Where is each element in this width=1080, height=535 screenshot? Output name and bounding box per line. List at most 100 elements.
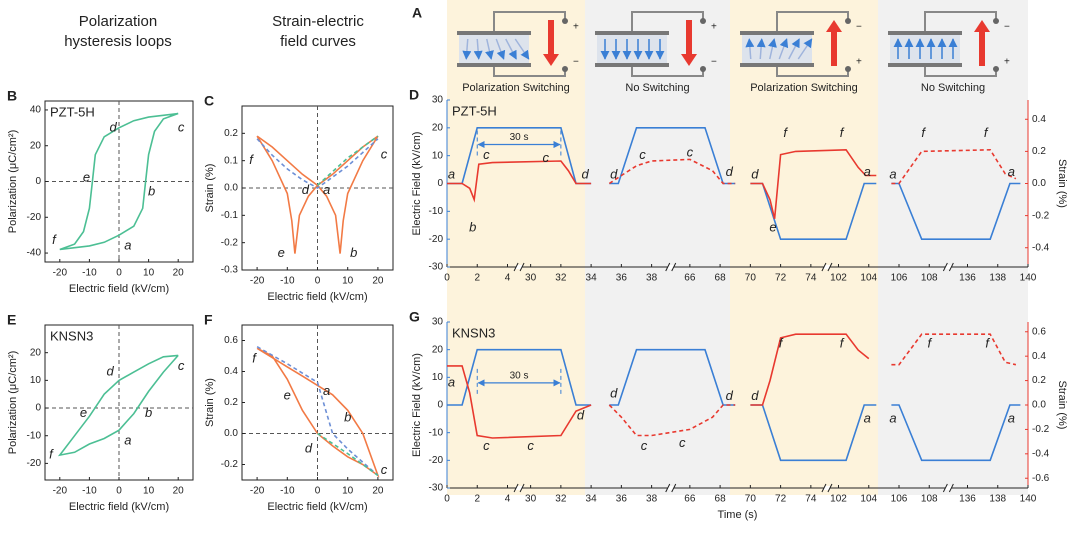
field-arrow-head (974, 20, 990, 32)
axis-break (948, 262, 954, 272)
header: field curves (280, 33, 356, 50)
x-tick-label: 68 (715, 273, 727, 284)
y-tick-label: -20 (27, 458, 42, 469)
annotation: a (448, 167, 455, 182)
annotation: d (107, 363, 115, 378)
axis-break (671, 483, 677, 493)
annotation: b (350, 245, 357, 260)
y-tick-label: 0.0 (224, 183, 238, 194)
y-tick-label: -0.2 (221, 237, 239, 248)
y-tick-label: 20 (30, 140, 42, 151)
axis-break (519, 262, 525, 272)
y2-tick-label: 0.4 (1032, 351, 1046, 362)
annotation: f (984, 125, 989, 140)
series-line (59, 112, 179, 251)
dipole (485, 38, 494, 60)
x-tick-label: 68 (715, 494, 727, 505)
wire (493, 67, 566, 77)
x-tick-label: 30 (525, 273, 537, 284)
x-tick-label: 0 (444, 273, 450, 284)
annotation: c (381, 147, 388, 162)
annotation: a (889, 167, 896, 182)
axis-break (519, 483, 525, 493)
axis-break (827, 483, 833, 493)
y-tick-label: 0.1 (224, 155, 238, 166)
axis-break (821, 262, 827, 272)
annotation: c (178, 358, 185, 373)
x-tick-label: 10 (342, 276, 354, 287)
annotation: d (577, 408, 585, 423)
annotation: d (581, 167, 589, 182)
x-tick-label: 70 (745, 273, 757, 284)
interval-label: 30 s (510, 132, 529, 143)
panel-letter: B (7, 88, 17, 104)
x-tick-label: 2 (474, 494, 480, 505)
y2-tick-label: -0.2 (1032, 424, 1050, 435)
annotation: c (483, 438, 490, 453)
x-axis-label: Time (s) (718, 509, 758, 521)
shade (878, 0, 1028, 495)
annotation: c (687, 144, 694, 159)
axis-break (942, 483, 948, 493)
wire (631, 11, 704, 31)
x-tick-label: 136 (959, 273, 976, 284)
annotation: c (527, 438, 534, 453)
electrode (888, 31, 962, 35)
y-axis-label: Strain (%) (204, 378, 216, 427)
x-tick-label: -20 (250, 486, 265, 497)
annotation: a (1008, 164, 1015, 179)
annotation: a (448, 374, 455, 389)
x-tick-label: 104 (860, 494, 877, 505)
x-tick-label: 10 (143, 486, 155, 497)
y-tick-label: -10 (429, 206, 444, 217)
annotation: f (840, 125, 845, 140)
x-tick-label: 136 (959, 494, 976, 505)
dipole (514, 38, 530, 60)
annotation: f (49, 447, 54, 462)
series-line (57, 354, 179, 457)
terminal (993, 18, 999, 24)
panel-label: PZT-5H (452, 103, 497, 118)
axis-break (948, 483, 954, 493)
y2-tick-label: -0.6 (1032, 473, 1050, 484)
terminal (562, 18, 568, 24)
dipole (756, 38, 766, 60)
axis-break (823, 265, 830, 269)
field-arrow-head (826, 20, 842, 32)
terminal (845, 18, 851, 24)
y2-axis-label: Strain (%) (1056, 381, 1068, 430)
x-tick-label: 108 (921, 273, 938, 284)
annotation: d (726, 388, 734, 403)
x-tick-label: 36 (616, 273, 628, 284)
x-tick-label: -10 (280, 486, 295, 497)
x-tick-label: -20 (53, 268, 68, 279)
annotation: d (305, 440, 313, 455)
terminal (562, 66, 568, 72)
annotation: a (323, 182, 330, 197)
x-tick-label: 20 (372, 276, 384, 287)
annotation: e (80, 405, 87, 420)
x-tick-label: 36 (616, 494, 628, 505)
sign: − (573, 57, 579, 68)
x-tick-label: 108 (921, 494, 938, 505)
sign: − (1004, 22, 1010, 33)
series-line (609, 127, 736, 185)
y-tick-label: 20 (432, 344, 444, 355)
y2-tick-label: -0.2 (1032, 210, 1050, 221)
x-tick-label: 138 (989, 494, 1006, 505)
y2-tick-label: -0.4 (1032, 242, 1050, 253)
annotation: a (864, 164, 871, 179)
wire (776, 67, 849, 77)
y-tick-label: -20 (429, 455, 444, 466)
series-line (447, 160, 592, 203)
series-line (316, 135, 379, 186)
electrode (457, 31, 531, 35)
x-tick-label: 66 (684, 494, 696, 505)
axis-break (516, 486, 523, 490)
y2-tick-label: 0.4 (1032, 114, 1046, 125)
sign: + (1004, 57, 1010, 68)
y-tick-label: 0 (437, 400, 443, 411)
y-tick-label: 10 (432, 150, 444, 161)
series-line (256, 346, 379, 477)
axis-break (513, 262, 519, 272)
